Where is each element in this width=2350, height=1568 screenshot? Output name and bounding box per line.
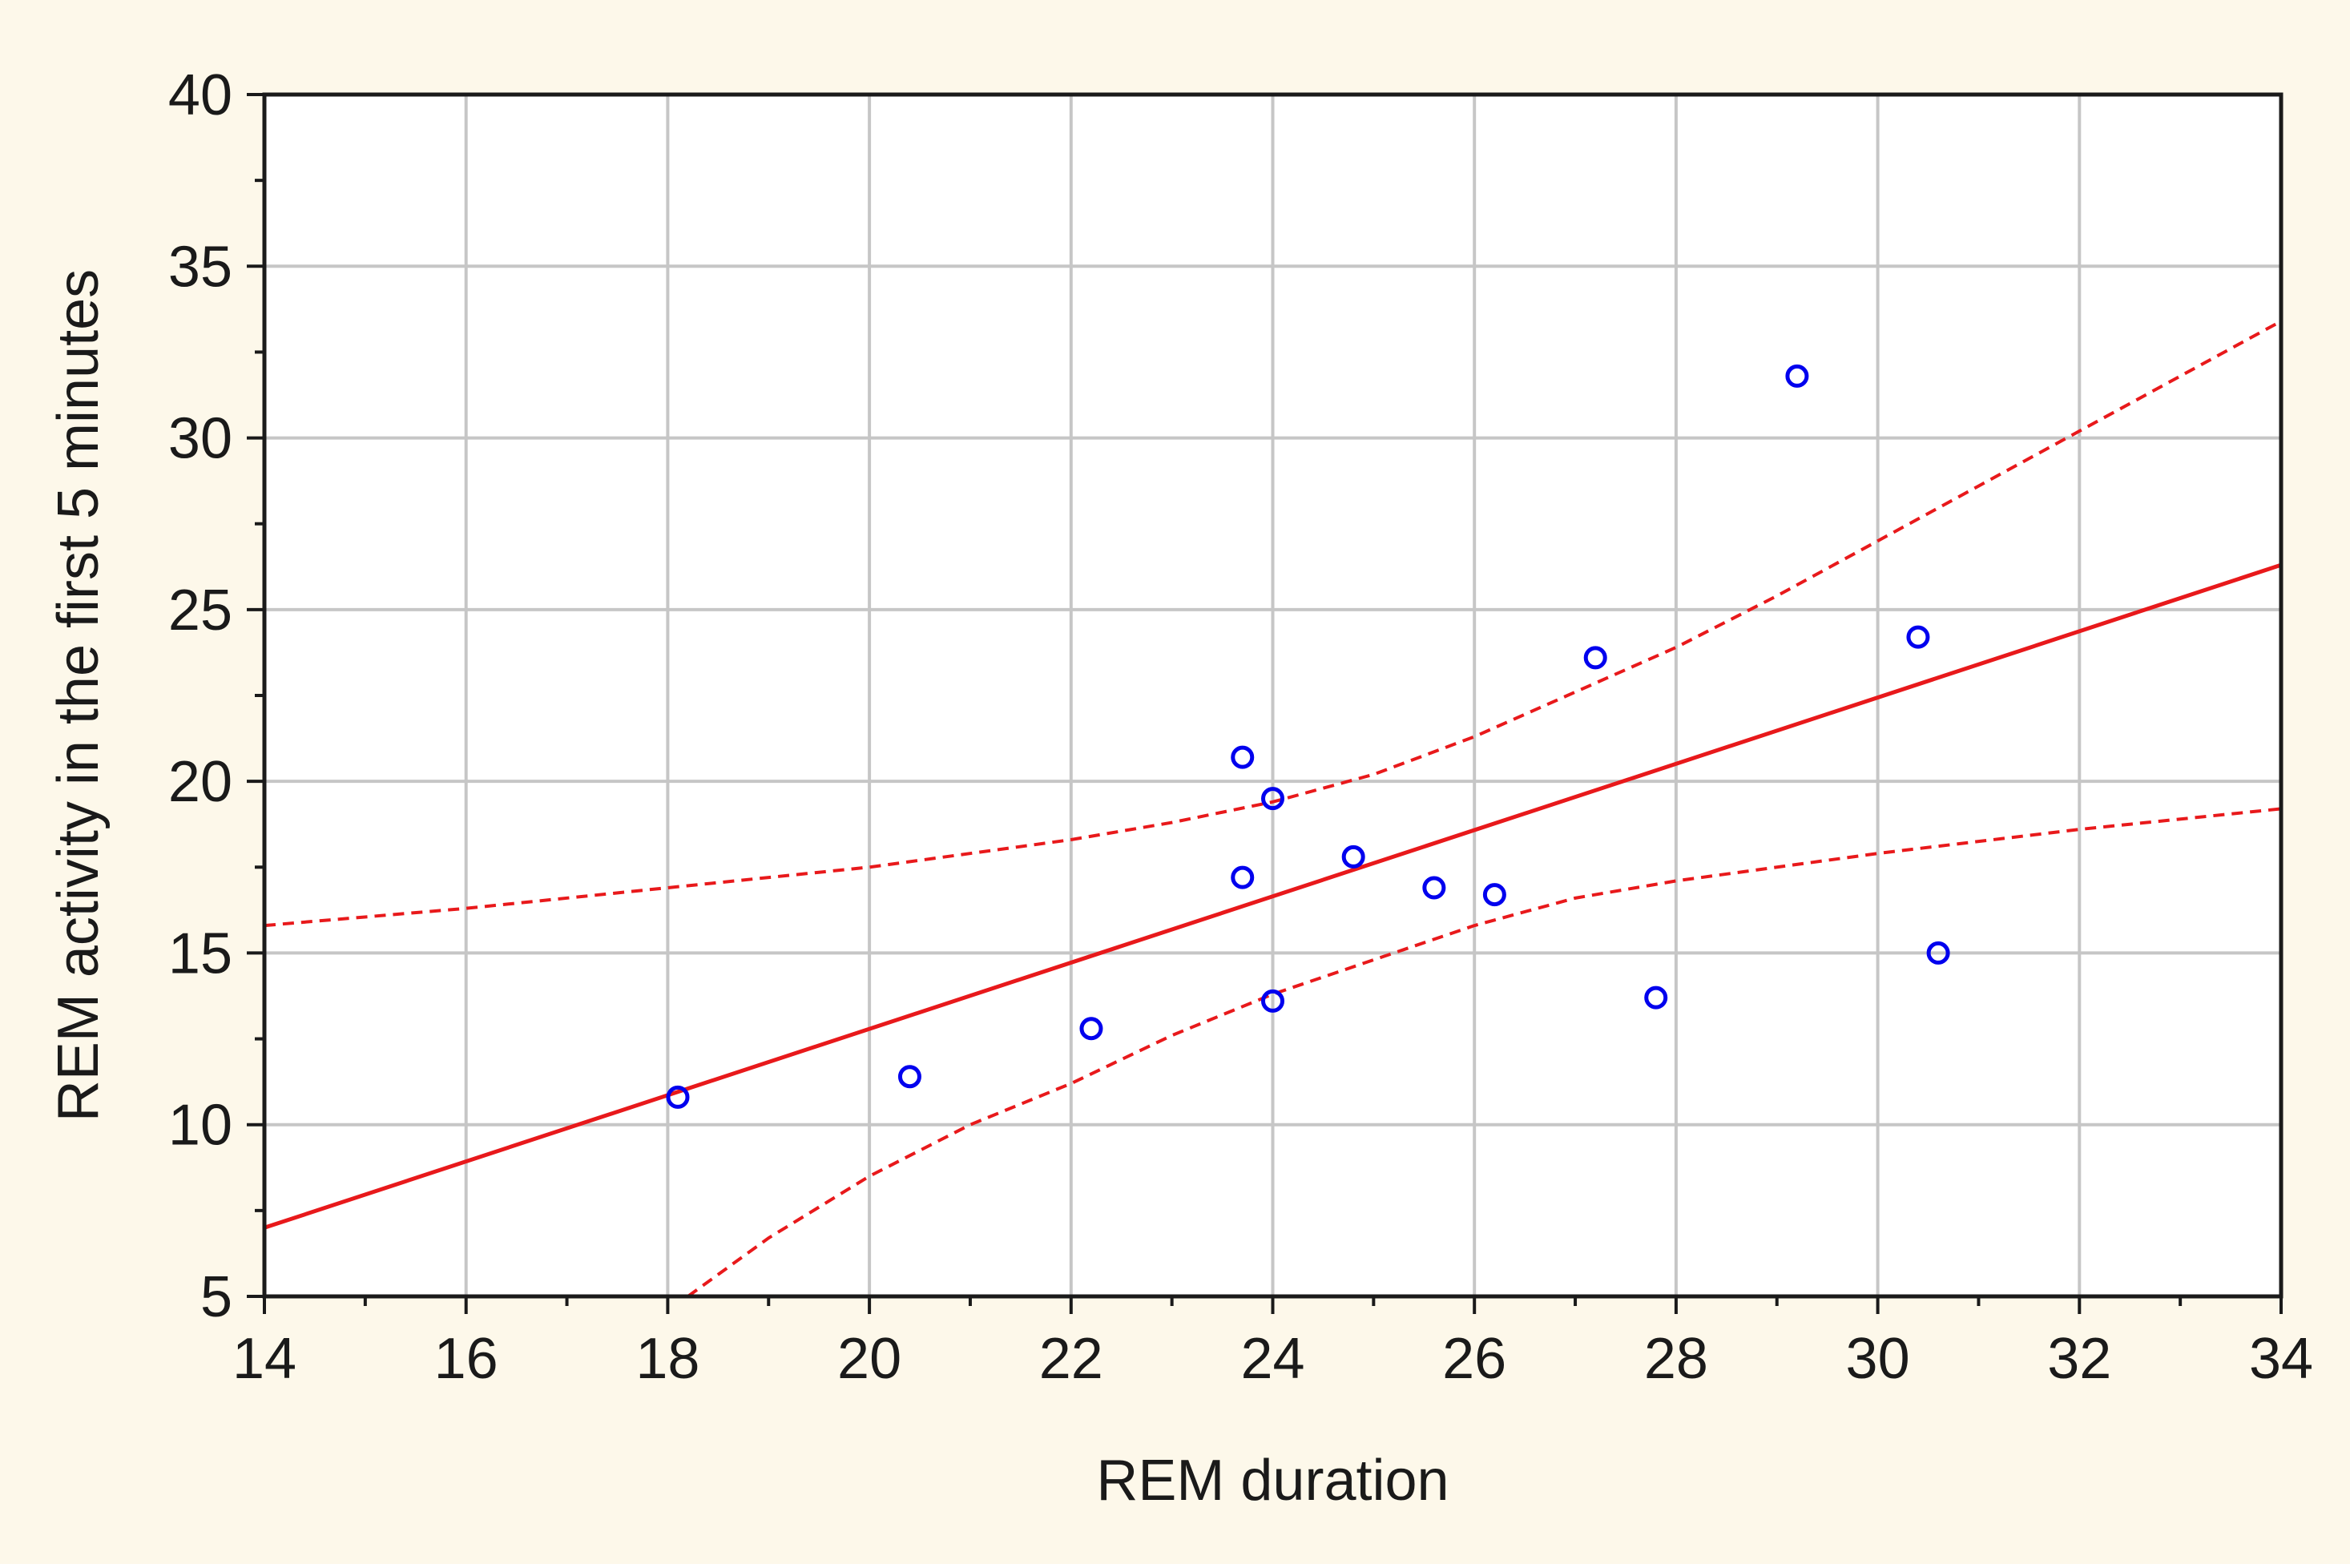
data-point	[1906, 625, 1930, 649]
data-point	[1231, 865, 1255, 889]
x-tick-label: 34	[2249, 1327, 2313, 1391]
confidence-band-upper	[264, 320, 2281, 928]
y-tick-label: 25	[168, 578, 232, 643]
data-point	[1079, 1017, 1103, 1041]
data-point	[1231, 745, 1255, 769]
x-tick-label: 18	[635, 1327, 699, 1391]
x-tick-label: 30	[1846, 1327, 1910, 1391]
confidence-bands	[264, 320, 2281, 1296]
x-tick-label: 16	[434, 1327, 498, 1391]
x-tick-label: 14	[232, 1327, 296, 1391]
y-axis-ticks: 5 10 15 20 25 30 35 40	[168, 63, 264, 1329]
x-tick-label: 28	[1644, 1327, 1708, 1391]
data-point	[1341, 844, 1365, 869]
y-axis-label: REM activity in the first 5 minutes	[46, 269, 111, 1122]
data-point	[1482, 883, 1506, 907]
x-axis-label: REM duration	[1096, 1449, 1449, 1513]
data-point	[1785, 364, 1809, 388]
y-tick-label: 10	[168, 1094, 232, 1158]
data-point	[1422, 876, 1446, 900]
y-tick-label: 5	[200, 1265, 232, 1329]
x-tick-label: 22	[1039, 1327, 1103, 1391]
y-tick-label: 20	[168, 750, 232, 814]
y-tick-label: 15	[168, 921, 232, 986]
data-point	[1926, 941, 1950, 965]
data-point	[1261, 989, 1284, 1013]
data-point	[1644, 986, 1668, 1010]
x-tick-label: 20	[837, 1327, 901, 1391]
x-tick-label: 32	[2047, 1327, 2111, 1391]
data-point	[1261, 787, 1284, 811]
regression-line	[264, 562, 2281, 1230]
data-point	[897, 1065, 921, 1089]
regression-line-group	[264, 562, 2281, 1230]
y-tick-label: 35	[168, 235, 232, 299]
x-axis-ticks: 14 16 18 20 22 24 26 28 30 32 34	[232, 1296, 2313, 1391]
data-point	[666, 1085, 690, 1109]
data-point	[1583, 646, 1607, 670]
y-tick-label: 30	[168, 407, 232, 471]
x-tick-label: 26	[1442, 1327, 1506, 1391]
data-points	[666, 364, 1950, 1109]
y-tick-label: 40	[168, 63, 232, 127]
x-tick-label: 24	[1240, 1327, 1304, 1391]
